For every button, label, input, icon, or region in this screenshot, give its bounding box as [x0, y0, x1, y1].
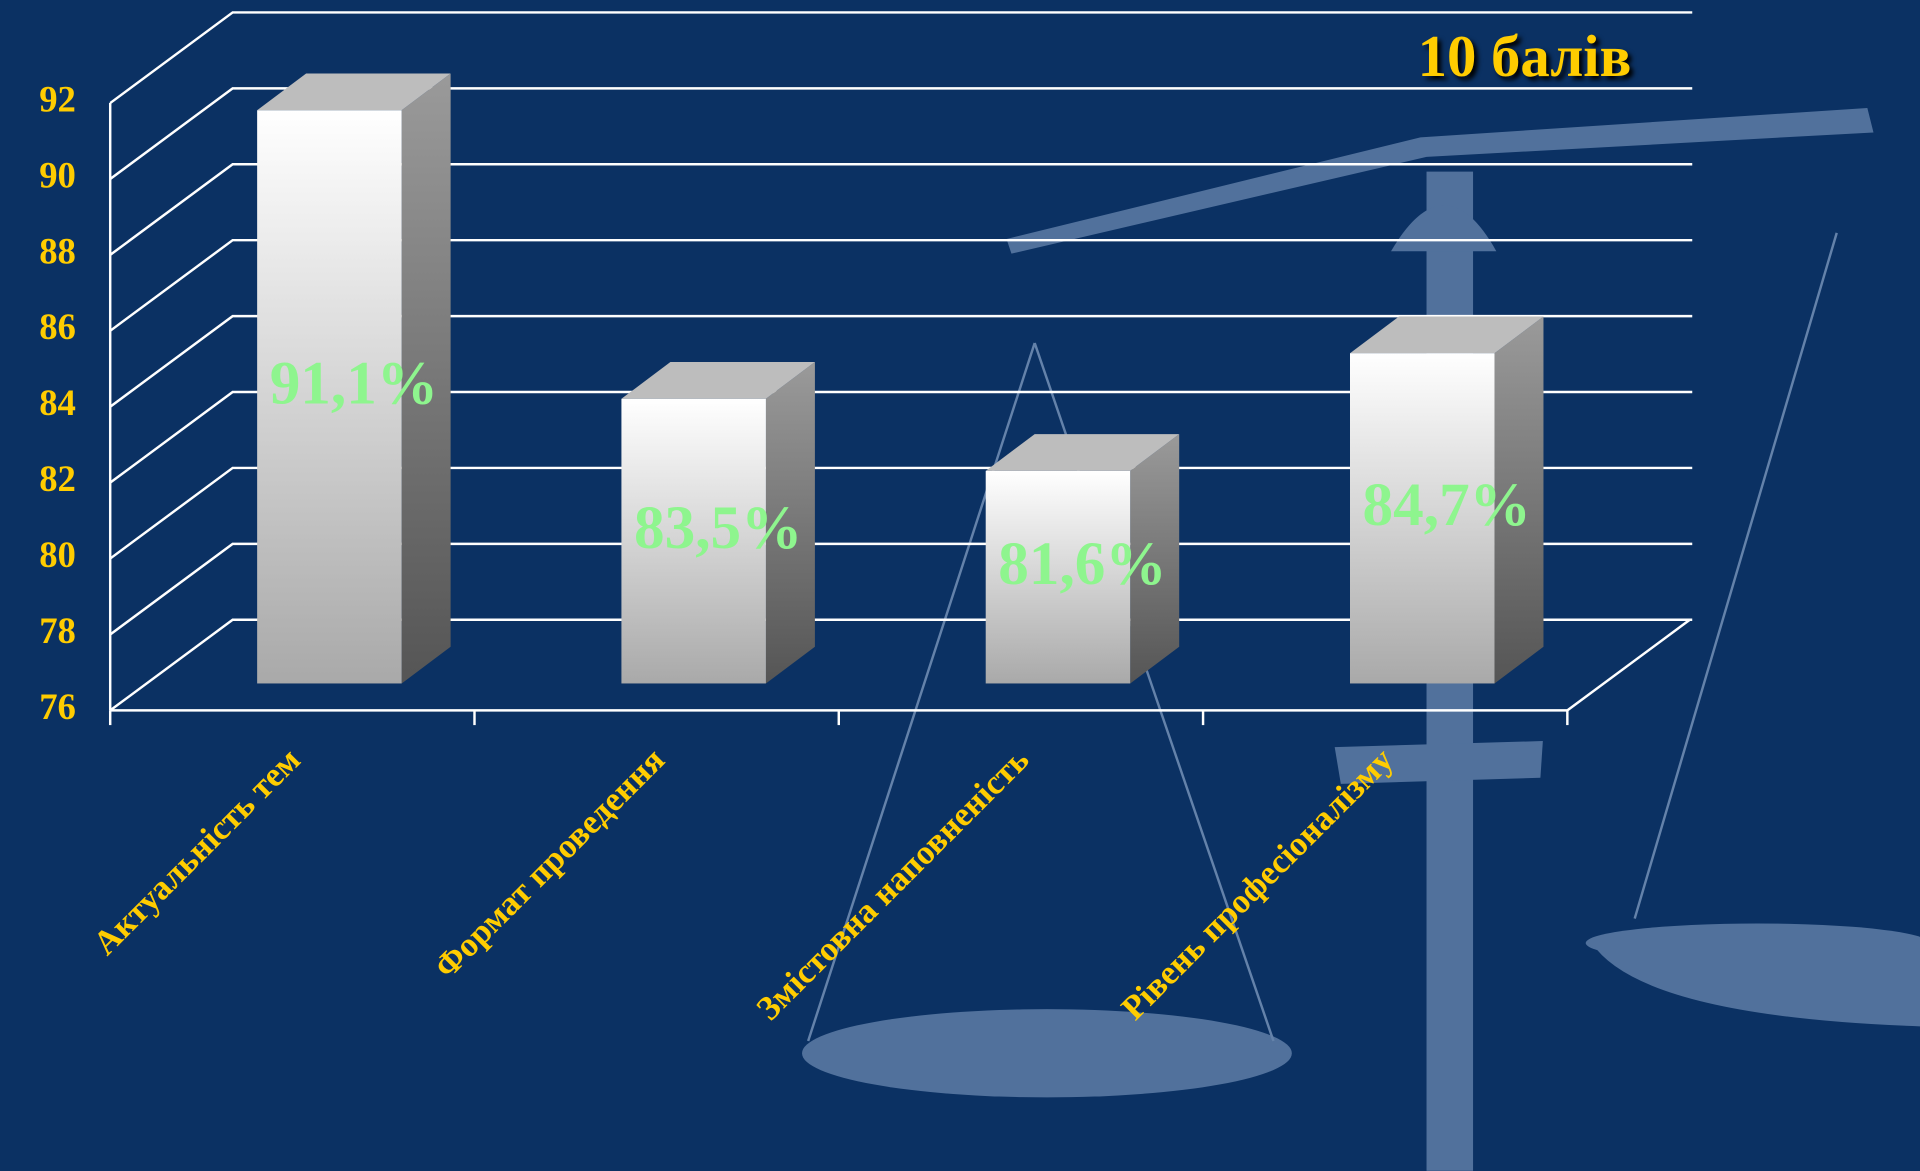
- grid-line: [109, 466, 1693, 560]
- y-tick-label: 86: [39, 306, 76, 347]
- value-label: 84,7%: [1363, 471, 1531, 539]
- y-tick-label: 78: [39, 610, 76, 651]
- bar-side: [1494, 316, 1544, 684]
- bar-group: [985, 434, 1180, 684]
- bar-side: [1130, 434, 1180, 684]
- grid-line: [109, 542, 1693, 636]
- value-label: 81,6%: [998, 530, 1166, 598]
- axes: [108, 11, 1693, 726]
- grid-line: [109, 314, 1693, 408]
- grid-line: [109, 390, 1693, 484]
- y-tick-label: 90: [39, 154, 76, 195]
- x-tick-label: Формат проведення: [427, 741, 672, 986]
- chart-title: 10 балів: [1418, 24, 1632, 89]
- y-tick-label: 84: [39, 382, 76, 423]
- grid-line: [109, 238, 1693, 332]
- grid-line: [109, 87, 1693, 180]
- bar-group: [257, 73, 451, 684]
- bar-group: [1350, 316, 1544, 684]
- y-tick-label: 82: [39, 458, 76, 499]
- grid-line: [109, 163, 1693, 256]
- value-label: 83,5%: [634, 494, 802, 562]
- bar-side: [765, 362, 815, 684]
- grid-line: [109, 618, 1693, 712]
- y-tick-label: 88: [39, 230, 76, 271]
- bar-group: [621, 362, 815, 684]
- bar-top: [985, 434, 1180, 471]
- bar: [257, 110, 402, 684]
- bar: [621, 398, 766, 684]
- bar: [985, 470, 1131, 684]
- x-tick-label: Рівень професіоналізму: [1114, 741, 1401, 1028]
- bar-top: [1350, 316, 1544, 354]
- y-tick-label: 76: [39, 686, 76, 727]
- bar-top: [621, 362, 815, 399]
- bar: [1350, 353, 1495, 684]
- grid-line: [109, 11, 1693, 105]
- y-tick-label: 80: [39, 534, 76, 575]
- x-tick-label: Актуальність тем: [86, 741, 308, 963]
- value-label: 91,1%: [270, 350, 438, 418]
- y-tick-label: 92: [39, 78, 76, 119]
- bar-side: [401, 73, 451, 684]
- bar-top: [257, 73, 451, 111]
